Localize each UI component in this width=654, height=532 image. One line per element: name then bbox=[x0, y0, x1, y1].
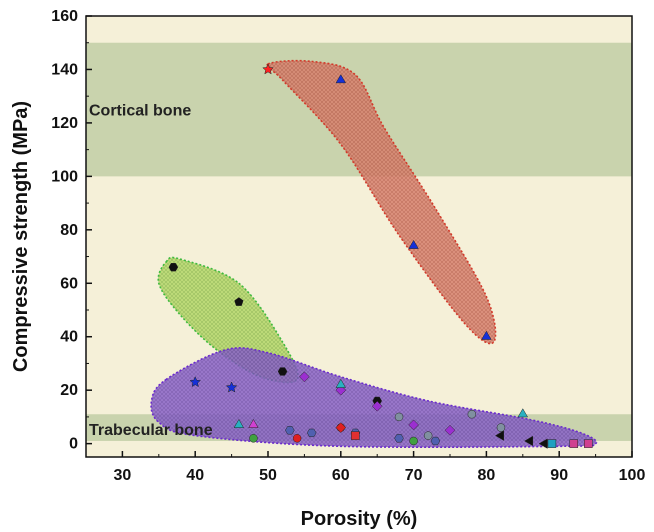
data-point-triangle-left-14-0 bbox=[495, 430, 504, 441]
y-tick-label-80: 80 bbox=[60, 222, 78, 239]
data-point-hexagon-10-4 bbox=[430, 436, 441, 446]
x-tick-label-60: 60 bbox=[332, 467, 350, 484]
region-red bbox=[265, 59, 497, 345]
regions bbox=[150, 59, 598, 449]
axes bbox=[85, 15, 633, 458]
band-label-trabecular: Trabecular bone bbox=[89, 422, 213, 439]
data-point-hexagon-10-0 bbox=[285, 426, 295, 435]
data-point-triangle-left-14-1 bbox=[524, 435, 534, 447]
x-tick-label-70: 70 bbox=[405, 467, 423, 484]
plot-frame bbox=[85, 15, 633, 458]
data-point-triangle-7-0 bbox=[248, 418, 259, 428]
x-tick-label-50: 50 bbox=[259, 467, 277, 484]
data-point-circle-13-0 bbox=[394, 412, 404, 422]
data-point-diamond-5-3 bbox=[408, 419, 419, 431]
data-point-triangle-1-2 bbox=[481, 330, 492, 340]
data-point-hexagon-2-1 bbox=[277, 367, 288, 376]
data-point-triangle-left-14-2 bbox=[538, 438, 548, 449]
data-point-circle-9-0 bbox=[292, 434, 302, 443]
data-point-triangle-1-1 bbox=[408, 239, 419, 249]
band-labels: Cortical bone Trabecular bone bbox=[89, 103, 213, 439]
data-point-circle-8-1 bbox=[409, 436, 418, 446]
data-point-hexagon-2-0 bbox=[168, 263, 179, 272]
region-purple bbox=[150, 346, 598, 449]
data-point-circle-8-0 bbox=[249, 434, 258, 443]
y-tick-label-0: 0 bbox=[69, 436, 78, 453]
y-tick-label-60: 60 bbox=[60, 275, 78, 292]
data-point-star-4-1 bbox=[225, 381, 238, 393]
y-axis-title: Compressive strength (MPa) bbox=[10, 101, 32, 372]
y-tick-label-100: 100 bbox=[51, 168, 78, 185]
data-point-diamond-12-0 bbox=[335, 422, 347, 433]
x-tick-label-40: 40 bbox=[186, 467, 204, 484]
data-point-triangle-6-2 bbox=[335, 378, 347, 388]
data-point-circle-13-3 bbox=[496, 423, 506, 432]
x-tick-label-30: 30 bbox=[114, 467, 132, 484]
data-points bbox=[168, 63, 593, 449]
data-point-triangle-6-0 bbox=[233, 418, 245, 428]
y-tick-labels: 0 20 40 60 80 100 120 140 160 bbox=[51, 8, 78, 453]
y-tick-label-120: 120 bbox=[51, 115, 78, 132]
x-tick-label-100: 100 bbox=[619, 467, 646, 484]
data-point-circle-13-2 bbox=[467, 409, 477, 419]
data-point-diamond-5-4 bbox=[444, 424, 456, 436]
data-point-square-16-0 bbox=[547, 439, 557, 448]
x-tick-labels: 30 40 50 60 70 80 90 100 bbox=[114, 467, 646, 484]
data-point-hexagon-10-1 bbox=[306, 428, 317, 438]
data-point-triangle-1-0 bbox=[335, 74, 347, 84]
data-point-diamond-5-0 bbox=[299, 371, 310, 383]
data-point-star-4-0 bbox=[189, 376, 202, 388]
y-tick-label-40: 40 bbox=[60, 329, 78, 346]
data-point-square-11-0 bbox=[351, 431, 360, 440]
x-tick-label-90: 90 bbox=[550, 467, 568, 484]
data-point-star-0-0 bbox=[262, 63, 274, 75]
band-label-cortical: Cortical bone bbox=[89, 103, 191, 120]
x-tick-label-80: 80 bbox=[478, 467, 496, 484]
y-tick-label-20: 20 bbox=[60, 382, 78, 399]
data-point-hexagon-10-3 bbox=[394, 434, 404, 443]
y-tick-label-140: 140 bbox=[51, 61, 78, 78]
x-axis-title: Porosity (%) bbox=[301, 508, 418, 530]
data-point-triangle-6-1 bbox=[517, 408, 529, 418]
data-point-diamond-5-2 bbox=[371, 400, 383, 412]
data-point-circle-13-1 bbox=[423, 431, 433, 440]
data-point-square-15-1 bbox=[584, 439, 593, 448]
y-tick-label-160: 160 bbox=[51, 8, 78, 25]
data-point-square-15-0 bbox=[569, 439, 579, 448]
data-point-pentagon-3-0 bbox=[234, 297, 244, 306]
